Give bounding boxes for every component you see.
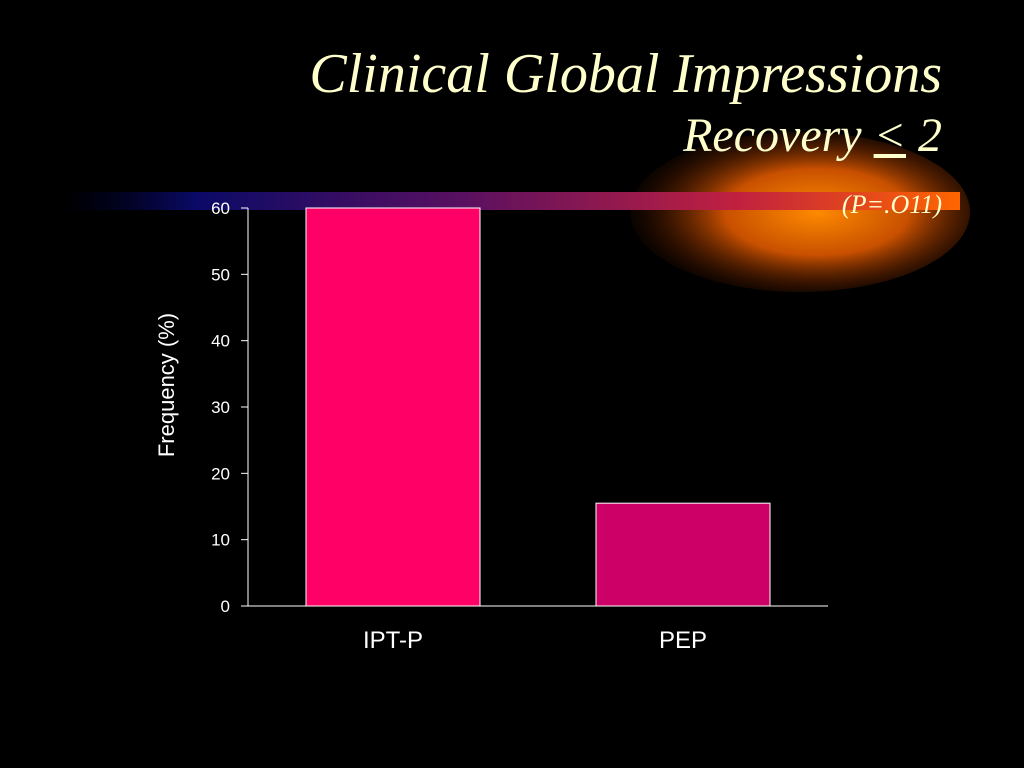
title-line-1: Clinical Global Impressions <box>309 43 942 105</box>
p-value-subtitle: (P=.O11) <box>841 190 942 219</box>
y-axis: 0 10 20 30 40 50 60 <box>211 199 249 616</box>
blue-to-orange-streak <box>60 192 960 210</box>
orange-glow <box>630 132 970 292</box>
title-line-2: Recovery < 2 <box>309 108 942 164</box>
y-tick-label: 10 <box>211 531 230 550</box>
y-tick-label: 60 <box>211 199 230 218</box>
x-category-label: IPT-P <box>363 627 423 654</box>
y-tick-label: 50 <box>211 265 230 284</box>
y-tick-label: 20 <box>211 464 230 483</box>
x-axis: IPT-P PEP <box>248 605 828 654</box>
bar-ipt-p <box>305 207 481 607</box>
less-equal-symbol: < <box>873 109 906 162</box>
y-tick-label: 30 <box>211 398 230 417</box>
y-tick-label: 0 <box>221 597 230 616</box>
x-category-label: PEP <box>659 627 707 654</box>
bar-pep <box>595 502 771 607</box>
title-value-text: 2 <box>906 109 942 162</box>
slide-title: Clinical Global Impressions Recovery < 2 <box>309 40 942 164</box>
bars <box>305 207 771 607</box>
title-recovery-text: Recovery <box>683 109 874 162</box>
y-tick-label: 40 <box>211 332 230 351</box>
y-axis-label: Frequency (%) <box>154 313 179 457</box>
